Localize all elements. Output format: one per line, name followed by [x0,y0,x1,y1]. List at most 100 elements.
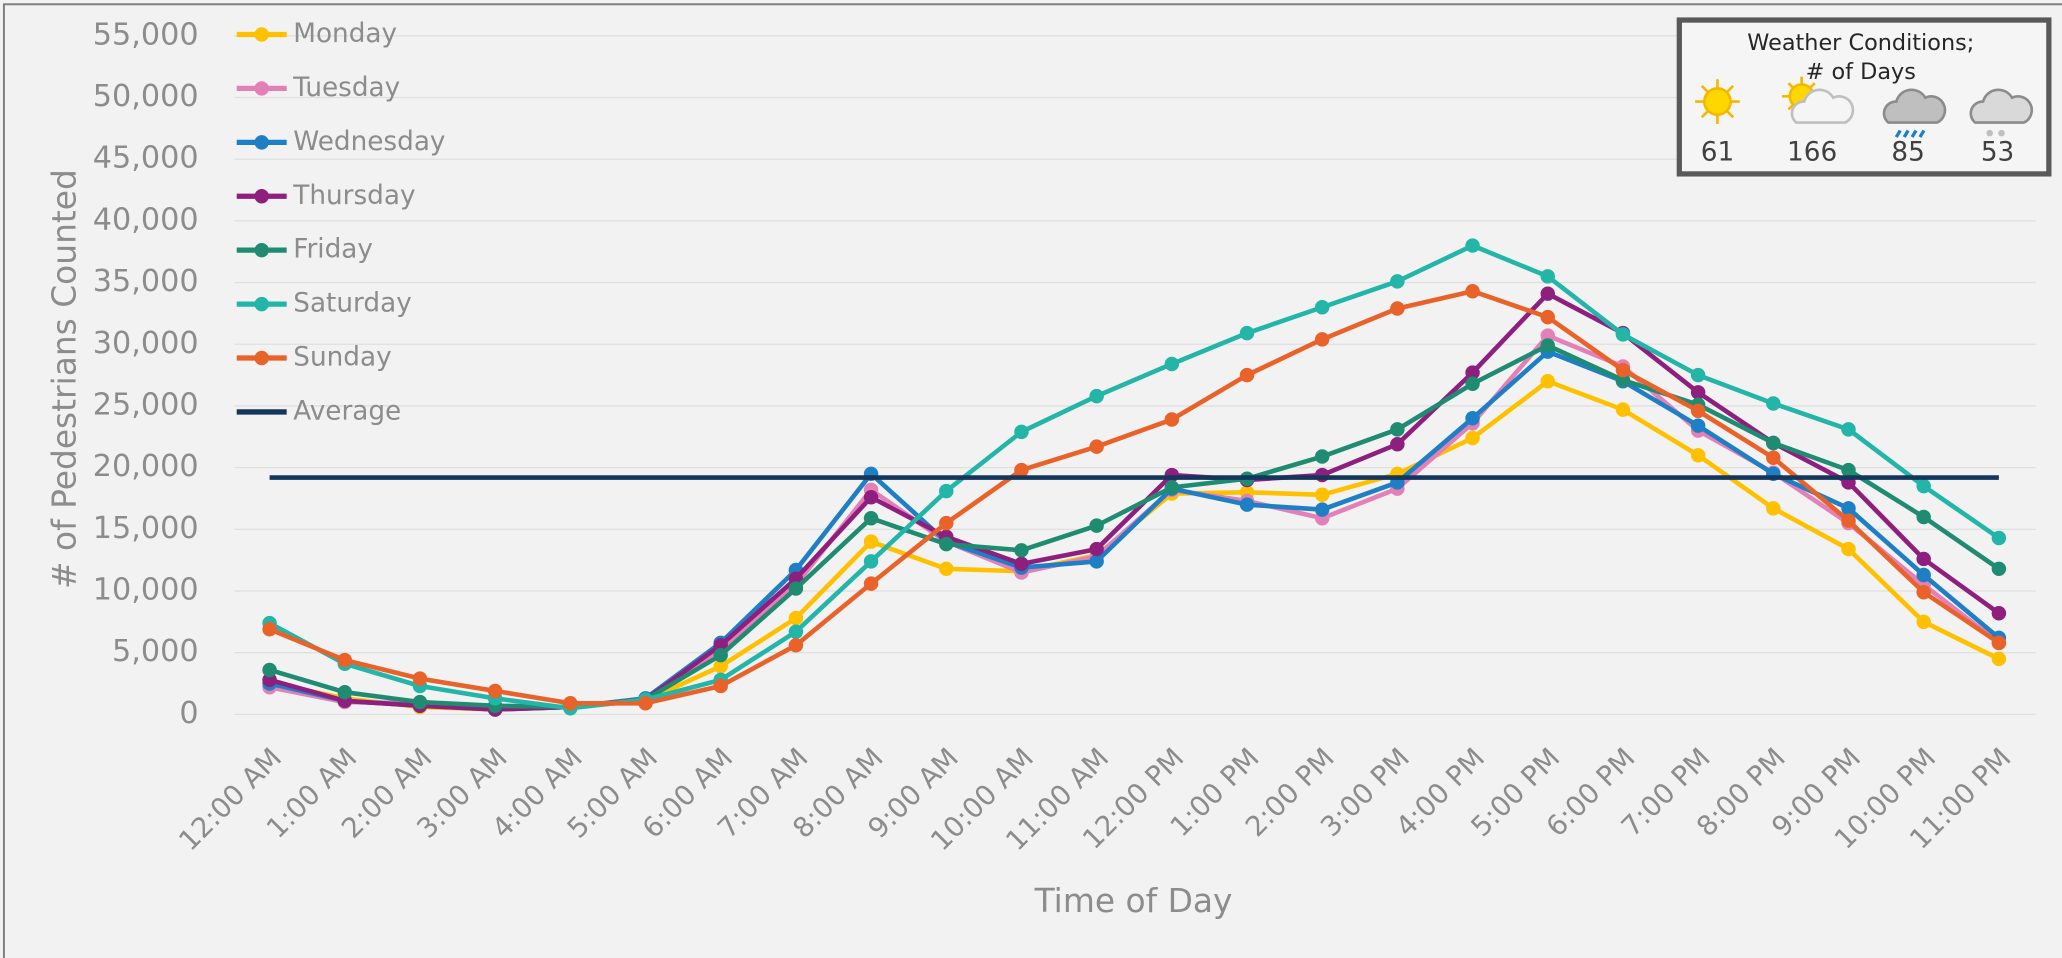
data-point [939,483,954,499]
data-point [1615,327,1631,342]
data-point [713,647,728,663]
data-point [1991,635,2007,651]
data-point [1540,374,1555,389]
data-point [1916,551,1931,567]
data-point [1766,450,1781,466]
y-tick-label: 15,000 [93,511,199,546]
series-line [268,243,2001,711]
legend-marker [254,296,269,312]
data-point [788,638,804,653]
data-point [1314,502,1330,517]
data-point [1314,449,1330,464]
legend-marker [254,242,269,258]
data-point [1841,501,1856,516]
data-point [337,684,353,700]
data-point [1164,480,1180,495]
data-point [1841,513,1856,528]
weather-count: 61 [1701,137,1734,167]
rain-icon [1882,88,1947,138]
weather-count: 85 [1891,137,1924,167]
weather-title: # of Days [1806,59,1916,85]
x-axis-title: Time of Day [1034,881,1233,920]
data-point [1540,338,1555,353]
legend-label: Tuesday [292,73,400,103]
data-point [1991,561,2007,577]
data-point [863,510,879,526]
data-point [1390,301,1405,316]
data-point [563,696,578,711]
data-point [1690,367,1706,383]
data-point [939,536,954,552]
data-point [1690,403,1706,419]
legend-marker [254,350,269,366]
legend-marker [254,27,269,42]
y-tick-label: 40,000 [93,202,199,237]
data-point [1390,422,1405,437]
data-point [1014,424,1029,440]
weather-count: 53 [1981,137,2014,167]
data-point [1916,614,1931,630]
y-tick-label: 0 [179,696,198,731]
data-point [713,678,728,694]
data-point [1991,651,2007,667]
data-point [1916,509,1931,525]
data-point [1540,269,1555,284]
data-point [788,581,804,596]
data-point [939,515,954,531]
y-tick-label: 55,000 [93,17,199,52]
snow-icon [1969,88,2034,137]
data-point [1239,367,1255,383]
y-tick-label: 30,000 [93,326,199,361]
data-point [1465,365,1480,380]
data-point [939,561,954,577]
data-point [863,576,879,591]
y-tick-label: 5,000 [112,634,199,669]
data-point [1164,412,1180,427]
data-point [1766,396,1781,411]
data-point [863,534,879,549]
data-point [1690,418,1706,433]
y-tick-label: 50,000 [93,79,199,114]
data-point [1465,411,1480,426]
legend-label: Thursday [292,181,415,211]
data-point [1089,518,1104,533]
data-point [262,622,277,637]
y-tick-label: 10,000 [93,573,199,608]
data-point [1164,467,1180,483]
data-point [1089,554,1104,569]
data-point [1390,436,1405,452]
data-point [1089,541,1104,557]
legend-label: Saturday [293,289,412,319]
legend-label: Wednesday [293,127,445,157]
data-point [1314,467,1330,483]
weather-count: 166 [1787,137,1837,167]
data-point [638,696,653,711]
data-point [1991,530,2007,546]
data-point [1465,238,1480,253]
data-point [1766,435,1781,451]
data-point [412,671,428,686]
data-point [863,554,879,569]
data-point [412,694,428,710]
data-point [1766,501,1781,516]
data-point [1164,356,1180,372]
y-tick-label: 35,000 [93,264,199,299]
data-point [1540,286,1555,301]
partly-cloudy-icon [1781,76,1855,124]
legend-marker [254,135,269,150]
legend-label: Monday [293,19,397,49]
data-point [1690,385,1706,400]
series-line [268,288,2001,706]
data-point [1239,497,1255,512]
weather-box: Weather Conditions; # of Days 61 166 85 53 [1676,17,2052,177]
y-tick-label: 20,000 [93,449,199,484]
data-point [1615,362,1631,378]
y-axis-title: # of Pedestrians Counted [44,169,83,589]
data-point [1841,462,1856,478]
data-point [1014,556,1029,572]
data-point [1014,543,1029,558]
legend-label: Friday [293,235,373,265]
data-point [1465,283,1480,299]
data-point [788,624,804,639]
data-point [1465,376,1480,391]
